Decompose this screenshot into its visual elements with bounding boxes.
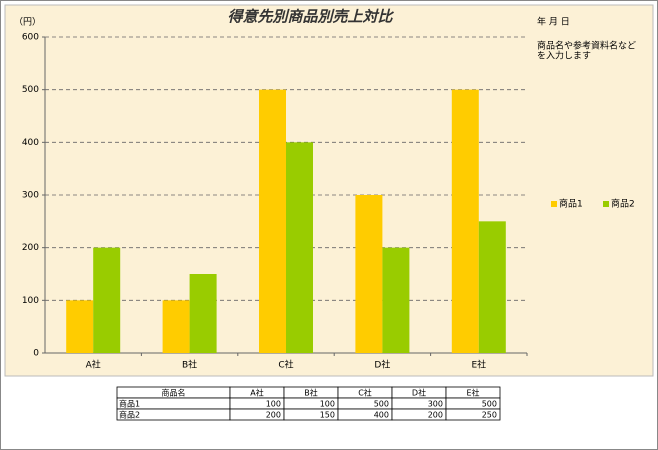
- table-text: B社: [304, 388, 318, 398]
- y-tick-label: 0: [33, 349, 39, 359]
- y-tick-label: 300: [22, 191, 39, 201]
- annotation: 商品名や参考資料名など: [537, 40, 636, 52]
- bar: [259, 89, 286, 354]
- x-tick-label: E社: [471, 359, 486, 371]
- table-cell: [445, 408, 501, 421]
- y-tick-label: 400: [22, 138, 39, 148]
- bar: [189, 274, 217, 353]
- bar: [382, 247, 410, 353]
- x-tick-label: C社: [278, 359, 293, 371]
- table-text: 商品名: [162, 388, 186, 398]
- table-text: E社: [466, 388, 479, 398]
- y-tick-label: 200: [22, 243, 39, 253]
- bar: [93, 247, 121, 353]
- annotation: を入力します: [537, 50, 591, 62]
- table-text: 商品2: [119, 410, 140, 420]
- table-text: 100: [320, 400, 335, 409]
- table-text: 商品1: [119, 399, 140, 409]
- bar: [66, 300, 94, 353]
- chart-title: 得意先別商品別売上対比: [227, 8, 394, 26]
- table-text: 500: [374, 400, 389, 409]
- legend-swatch: [603, 201, 609, 207]
- y-tick-label: 100: [22, 296, 39, 306]
- table-text: D社: [412, 388, 426, 398]
- table-text: 200: [428, 411, 443, 420]
- legend-label: 商品1: [559, 198, 583, 210]
- bar: [162, 300, 190, 353]
- table-text: 500: [482, 400, 497, 409]
- y-tick-label: 500: [22, 85, 39, 95]
- table-text: C社: [358, 388, 372, 398]
- x-tick-label: D社: [374, 359, 390, 371]
- bar: [286, 142, 313, 353]
- table-text: A社: [250, 388, 263, 398]
- legend-swatch: [551, 201, 557, 207]
- table-text: 400: [374, 411, 389, 420]
- y-tick-label: 600: [22, 33, 39, 43]
- bar: [355, 195, 383, 353]
- x-tick-label: B社: [182, 359, 197, 371]
- table-text: 250: [482, 411, 497, 420]
- bar: [451, 89, 479, 354]
- x-tick-label: A社: [86, 359, 101, 371]
- y-unit-label: （円）: [14, 17, 41, 28]
- table-text: 150: [320, 411, 335, 420]
- bar: [478, 221, 506, 353]
- date-label: 年 月 日: [537, 16, 570, 28]
- table-text: 200: [266, 411, 281, 420]
- table-text: 300: [428, 400, 443, 409]
- legend-label: 商品2: [611, 198, 635, 210]
- table-text: 100: [266, 400, 281, 409]
